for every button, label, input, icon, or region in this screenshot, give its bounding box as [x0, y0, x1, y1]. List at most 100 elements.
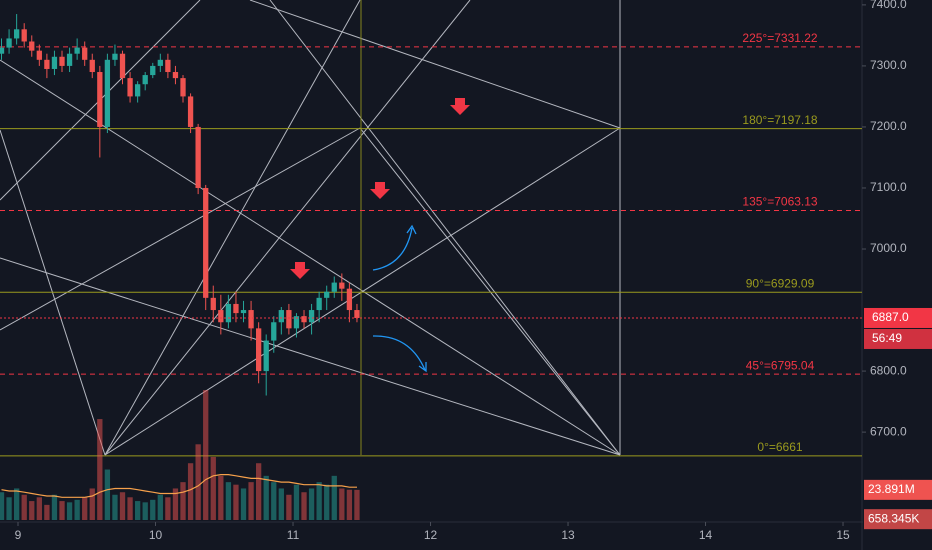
candle-body [134, 84, 141, 97]
candle-body [13, 29, 20, 39]
volume-ma [1, 474, 357, 498]
level-label: 90°=6929.09 [746, 276, 815, 290]
candle-body [331, 282, 337, 292]
x-tick-label: 15 [836, 528, 850, 542]
candle-body [89, 59, 95, 73]
candle-body [354, 310, 360, 318]
y-tick-label: 7000.0 [870, 241, 907, 255]
volume-bar [51, 494, 58, 520]
candle-body [180, 78, 186, 97]
y-tick-label: 7200.0 [870, 119, 907, 133]
volume-bar [59, 501, 65, 520]
y-tick-label: 7100.0 [870, 180, 907, 194]
volume-label: 658.345K [868, 511, 919, 525]
volume-bar [13, 488, 20, 520]
down-arrow [290, 262, 310, 279]
candle-body [293, 316, 300, 329]
candle-body [150, 65, 156, 76]
candle-body [112, 53, 118, 60]
volume-bar [255, 463, 262, 520]
candle-body [29, 41, 35, 51]
volume-bar [293, 484, 300, 520]
volume-bar [286, 494, 292, 520]
gann-line [104, 0, 471, 456]
volume-label-box [864, 479, 932, 500]
gann-line [0, 127, 361, 331]
volume-bar [172, 488, 179, 520]
volume-label: 23.891M [868, 482, 915, 496]
candle-body [142, 75, 148, 85]
countdown-box [864, 328, 932, 349]
volume-bar [165, 497, 171, 520]
axis-bg [863, 0, 932, 550]
volume-bar [36, 497, 42, 520]
candle-body [324, 291, 330, 298]
level-label: 0°=6661 [757, 440, 803, 454]
candle-body [97, 72, 103, 127]
candle-body [308, 310, 315, 323]
volume-bar [44, 504, 50, 520]
volume-bar [97, 419, 103, 520]
x-tick-label: 13 [561, 528, 575, 542]
level-label: 225°=7331.22 [742, 31, 818, 45]
candle-body [36, 50, 42, 60]
candle-body [271, 322, 277, 341]
volume-bar [66, 502, 73, 520]
candle-body [233, 303, 239, 314]
level-label: 135°=7063.13 [742, 195, 818, 209]
gann-line [249, 0, 621, 129]
volume-bar [331, 475, 337, 520]
volume-bar [187, 463, 194, 520]
volume-bar [218, 475, 224, 520]
candle-body [278, 310, 284, 323]
candle-body [119, 53, 126, 79]
volume-bar [278, 488, 284, 520]
y-tick-label: 6700.0 [870, 424, 907, 438]
volume-bar [112, 494, 118, 520]
gann-line [0, 257, 621, 456]
volume-bar [89, 488, 95, 520]
volume-label-box [864, 509, 932, 530]
candle-body [195, 126, 201, 188]
gann-lines [0, 0, 621, 456]
volume-bar [82, 497, 88, 520]
candle-body [218, 310, 224, 323]
x-tick-label: 14 [699, 528, 713, 542]
volume-bar [119, 492, 126, 520]
down-arrow [370, 182, 390, 199]
gann-line [269, 0, 621, 456]
x-tick-label: 12 [424, 528, 438, 542]
candle-body [346, 288, 353, 311]
gann-line [104, 127, 621, 456]
volume-bar [240, 488, 247, 520]
gann-line [359, 127, 621, 456]
volume-bar [263, 475, 269, 520]
candle-body [255, 328, 262, 372]
down-curve [372, 335, 427, 373]
volume-bar [74, 499, 80, 520]
y-tick-label: 7400.0 [870, 0, 907, 11]
candle-body [0, 47, 5, 54]
candle-body [21, 29, 27, 42]
candle-body [225, 303, 232, 323]
down-arrow [450, 98, 470, 115]
candle-body [339, 282, 345, 289]
y-tick-label: 6800.0 [870, 363, 907, 377]
candle-body [203, 187, 209, 298]
candle-body [172, 72, 179, 79]
volume-bar [308, 488, 315, 520]
candle-body [6, 38, 12, 48]
candle-body [263, 340, 269, 372]
blue-arrows [372, 224, 427, 373]
volume-bar [271, 482, 277, 520]
volume-bar [29, 501, 35, 520]
candle-body [210, 297, 216, 311]
volume-bar [157, 494, 163, 520]
candle-body [74, 47, 80, 54]
gann-line [104, 0, 361, 456]
candle-body [240, 310, 247, 314]
level-label: 45°=6795.04 [746, 358, 815, 372]
candle-body [51, 56, 58, 69]
